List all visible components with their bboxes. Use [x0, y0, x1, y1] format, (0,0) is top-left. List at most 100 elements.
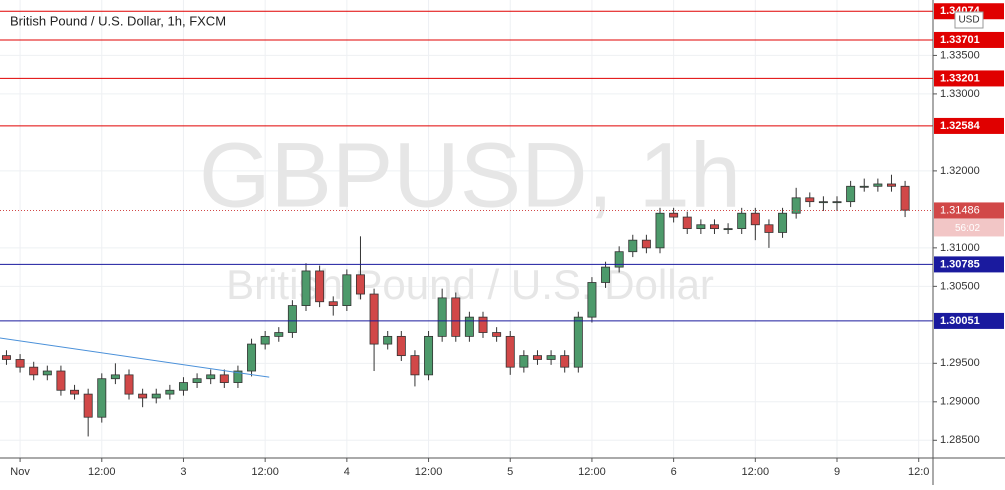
candle-body: [110, 374, 120, 380]
candle-body: [587, 282, 597, 318]
x-tick-label: 5: [507, 466, 513, 478]
level-label-box: [934, 312, 1004, 329]
candle-body: [492, 332, 502, 337]
candle-body: [1, 355, 11, 360]
candle-body: [396, 335, 406, 357]
candle-body: [165, 389, 175, 395]
x-tick-label: 12:00: [88, 466, 116, 478]
candle-body: [383, 335, 393, 345]
candle-body: [301, 270, 311, 306]
y-tick-label: 1.32000: [940, 165, 980, 177]
y-tick-label: 1.29500: [940, 357, 980, 369]
x-tick-label: 4: [344, 466, 350, 478]
last-price-top: [934, 202, 1004, 219]
candle-body: [859, 185, 869, 188]
y-tick-label: 1.29000: [940, 396, 980, 408]
candle-body: [151, 393, 161, 399]
candle-body: [410, 355, 420, 376]
watermark-subtitle: British Pound / U.S. Dollar: [226, 261, 714, 308]
x-tick-label: 9: [834, 466, 840, 478]
last-price-label: 1.31486: [940, 204, 980, 216]
chart-title: British Pound / U.S. Dollar, 1h, FXCM: [10, 13, 226, 28]
candle-body: [70, 389, 80, 395]
candle-body: [669, 212, 679, 218]
candle-body: [641, 239, 651, 249]
candle-body: [764, 224, 774, 233]
candle-body: [437, 297, 447, 337]
candle-body: [628, 239, 638, 253]
candle-body: [709, 224, 719, 230]
x-tick-label: 12:00: [742, 466, 770, 478]
candle-body: [805, 197, 815, 203]
candle-body: [369, 293, 379, 345]
candle-body: [560, 355, 570, 368]
y-tick-label: 1.30500: [940, 280, 980, 292]
candle-body: [206, 374, 216, 380]
candle-body: [342, 274, 352, 306]
candle-body: [601, 266, 611, 283]
candle-body: [15, 359, 25, 368]
candle-body: [56, 370, 66, 391]
candle-body: [124, 374, 134, 395]
candle-body: [315, 270, 325, 303]
candle-body: [287, 305, 297, 333]
candle-body: [519, 355, 529, 368]
x-tick-label: 12:00: [415, 466, 443, 478]
candle-body: [478, 316, 488, 333]
candle-body: [791, 197, 801, 214]
candle-body: [655, 212, 665, 249]
candle-body: [355, 274, 365, 295]
x-tick-label: 12:00: [578, 466, 606, 478]
candle-body: [546, 355, 556, 360]
candle-body: [97, 378, 107, 418]
level-label: 1.32584: [940, 120, 981, 132]
countdown: 56:02: [955, 223, 980, 234]
level-label: 1.33201: [940, 72, 980, 84]
candle-body: [505, 335, 515, 368]
candle-body: [138, 393, 148, 399]
candle-body: [778, 212, 788, 233]
y-tick-label: 1.28500: [940, 434, 980, 446]
candle-body: [219, 374, 229, 383]
candle-body: [233, 370, 243, 383]
candle-body: [328, 301, 338, 306]
candle-body: [832, 201, 842, 204]
candle-body: [29, 366, 39, 376]
y-tick-label: 1.31000: [940, 242, 980, 254]
candle-body: [818, 201, 828, 204]
axes: 1.28500 1.29000 1.29500 1.30500 1.31000 1.320…: [10, 3, 1004, 478]
level-label-box: [934, 117, 1004, 134]
level-label-box: [934, 31, 1004, 48]
trendline: [0, 337, 270, 378]
candle-body: [42, 370, 52, 376]
level-label: 1.33701: [940, 34, 980, 46]
candle-body: [886, 183, 896, 187]
candle-body: [532, 355, 542, 360]
candle-body: [873, 183, 883, 187]
candle-body: [424, 335, 434, 376]
level-label-box: [934, 70, 1004, 87]
x-tick-label: 6: [671, 466, 677, 478]
candle-body: [737, 212, 747, 230]
candle-body: [451, 297, 461, 337]
candle-body: [192, 378, 202, 383]
currency: USD: [958, 15, 979, 26]
y-tick-label: 1.33500: [940, 49, 980, 61]
candle-body: [83, 393, 93, 418]
candle-body: [247, 343, 257, 372]
x-tick-label: 12:00: [251, 466, 279, 478]
y-tick-label: 1.33000: [940, 88, 980, 100]
level-label: 1.30051: [940, 315, 980, 327]
currency-box: [954, 11, 984, 29]
candle-body: [750, 212, 760, 226]
x-tick-label: 3: [180, 466, 186, 478]
candle-body: [260, 335, 270, 345]
level-label: 1.30785: [940, 258, 980, 270]
level-label-box: [934, 256, 1004, 273]
candle-body: [573, 316, 583, 368]
candle-body: [614, 251, 624, 268]
candle-body: [464, 316, 474, 337]
